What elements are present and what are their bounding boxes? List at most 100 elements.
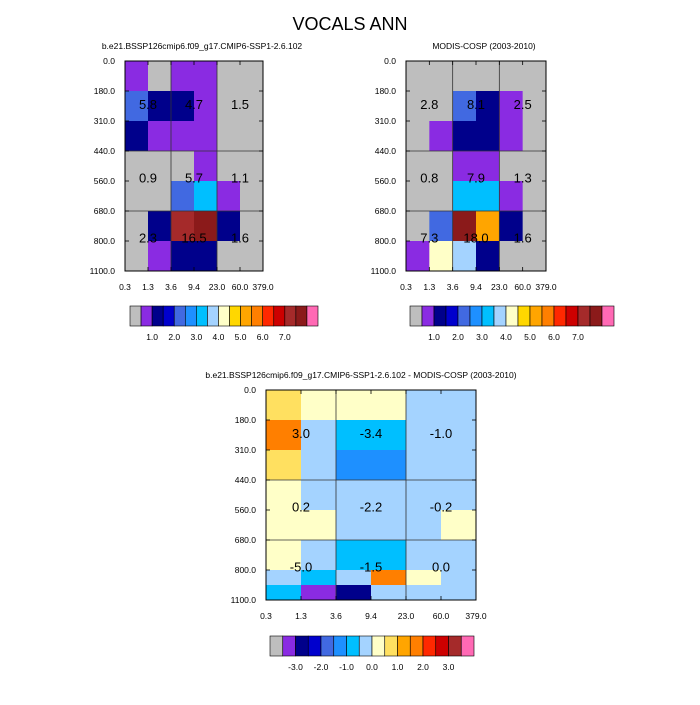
colorbar-label: 6.0 [257, 332, 269, 342]
heatmap-cell [476, 241, 500, 272]
colorbar-swatch [251, 305, 264, 327]
y-tick-label: 1100.0 [90, 266, 116, 276]
x-tick-label: 23.0 [398, 611, 415, 621]
x-tick-label: 9.4 [365, 611, 377, 621]
heatmap-cell [429, 211, 453, 242]
heatmap-cell [266, 450, 302, 481]
heatmap-cell [240, 241, 264, 272]
heatmap-cell [406, 181, 430, 212]
heatmap-cell [240, 91, 264, 122]
heatmap-cell [301, 540, 337, 571]
block-value-label: -2.2 [360, 500, 382, 515]
heatmap-cell [499, 151, 523, 182]
heatmap-cell [522, 151, 547, 182]
heatmap-cell [240, 151, 264, 182]
heatmap-cell [406, 420, 442, 451]
heatmap-cell [148, 241, 172, 272]
y-tick-label: 310.0 [235, 445, 257, 455]
heatmap-cell [522, 91, 547, 122]
heatmap-cell [266, 390, 302, 421]
heatmap-cell [429, 181, 453, 212]
heatmap-cell [301, 390, 337, 421]
heatmap-cell [194, 121, 218, 152]
block-value-label: 0.0 [432, 560, 450, 575]
colorbar-swatch [346, 635, 360, 657]
heatmap-cell [441, 585, 477, 601]
heatmap-cell [371, 390, 407, 421]
colorbar-swatch [358, 635, 373, 657]
y-tick-label: 800.0 [235, 565, 257, 575]
heatmap-cell [217, 61, 241, 92]
colorbar-swatch [445, 305, 459, 327]
heatmap-cell [441, 570, 477, 586]
heatmap-cell [429, 91, 453, 122]
colorbar-label: 5.0 [235, 332, 247, 342]
heatmap-cell [452, 91, 477, 122]
x-tick-label: 379.0 [252, 282, 274, 292]
colorbar-label: 0.0 [366, 662, 378, 672]
heatmap-cell [125, 121, 149, 152]
heatmap-cell [217, 91, 241, 122]
heatmap-cell [441, 420, 477, 451]
heatmap-cell [476, 211, 500, 242]
block-value-label: 1.6 [514, 231, 532, 246]
chart-panel-1: b.e21.BSSP126cmip6.f09_g17.CMIP6-SSP1-2.… [90, 41, 319, 342]
panel-title: b.e21.BSSP126cmip6.f09_g17.CMIP6-SSP1-2.… [205, 370, 516, 380]
block-value-label: 3.0 [292, 426, 310, 441]
heatmap-cell [148, 151, 172, 182]
heatmap-cell [171, 211, 195, 242]
heatmap-cell [406, 480, 442, 511]
y-tick-label: 560.0 [375, 176, 397, 186]
heatmap-cell [125, 241, 149, 272]
x-tick-label: 23.0 [491, 282, 508, 292]
colorbar-swatch [207, 305, 219, 327]
heatmap-cell [371, 585, 407, 601]
heatmap-cell [148, 61, 172, 92]
colorbar-label: 5.0 [524, 332, 536, 342]
heatmap-cell [406, 510, 442, 541]
colorbar-swatch [129, 305, 142, 327]
heatmap-cell [441, 390, 477, 421]
heatmap-cell [266, 480, 302, 511]
x-tick-label: 60.0 [514, 282, 531, 292]
heatmap-cell [171, 61, 195, 92]
block-value-label: 7.9 [467, 171, 485, 186]
heatmap-cell [217, 211, 241, 242]
x-tick-label: 379.0 [535, 282, 557, 292]
block-value-label: -1.5 [360, 560, 382, 575]
heatmap-cell [125, 151, 149, 182]
heatmap-cell [301, 585, 337, 601]
block-value-label: 2.8 [420, 97, 438, 112]
heatmap-cell [148, 211, 172, 242]
heatmap-cell [452, 151, 477, 182]
colorbar-swatch [162, 305, 175, 327]
block-value-label: -0.2 [430, 500, 452, 515]
heatmap-cell [217, 121, 241, 152]
x-tick-label: 3.6 [330, 611, 342, 621]
heatmap-cell [452, 181, 477, 212]
y-tick-label: 800.0 [94, 236, 116, 246]
heatmap-cell [171, 241, 195, 272]
block-value-label: 5.8 [139, 97, 157, 112]
block-value-label: 2.5 [514, 97, 532, 112]
heatmap-cell [240, 181, 264, 212]
heatmap-cell [441, 480, 477, 511]
heatmap-cell [441, 450, 477, 481]
colorbar-label: 1.0 [428, 332, 440, 342]
y-tick-label: 680.0 [235, 535, 257, 545]
colorbar-swatch [421, 305, 435, 327]
panel-title: MODIS-COSP (2003-2010) [432, 41, 535, 51]
heatmap-cell [429, 61, 453, 92]
heatmap-cell [194, 61, 218, 92]
colorbar-swatch [307, 635, 322, 657]
block-value-label: -1.0 [430, 426, 452, 441]
colorbar-swatch [565, 305, 579, 327]
heatmap-cell [406, 61, 430, 92]
y-tick-label: 560.0 [235, 505, 257, 515]
heatmap-cell [406, 570, 442, 586]
heatmap-cell [148, 91, 172, 122]
heatmap-cell [217, 241, 241, 272]
heatmap-cell [441, 510, 477, 541]
y-tick-label: 180.0 [94, 86, 116, 96]
